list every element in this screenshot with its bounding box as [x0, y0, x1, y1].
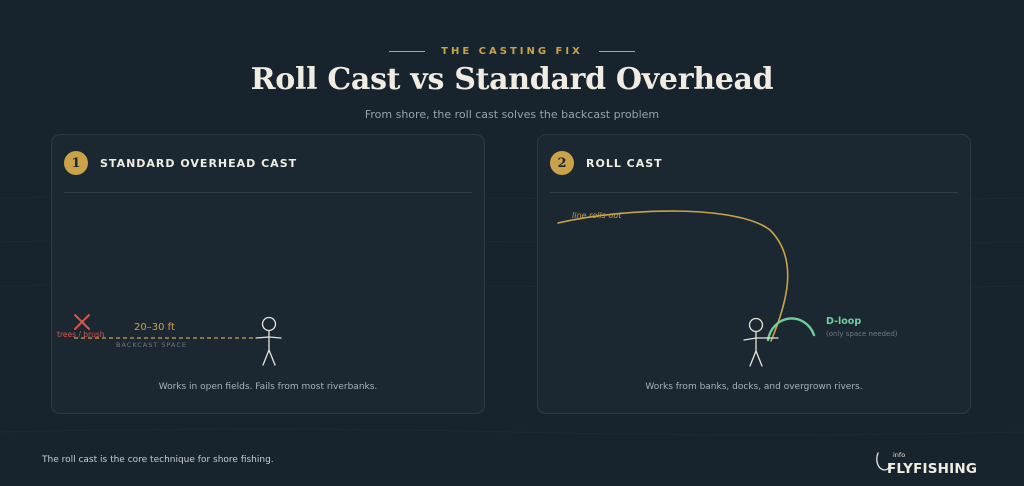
panel-heading: STANDARD OVERHEAD CAST — [100, 156, 298, 170]
panel-caption: Works from banks, docks, and overgrown r… — [645, 382, 863, 392]
logo-main-text: FLYFISHING — [887, 461, 977, 477]
d-loop-label: D-loop — [826, 316, 861, 327]
footnote: The roll cast is the core technique for … — [42, 455, 274, 465]
distance-label: 20–30 ft — [134, 322, 175, 333]
eyebrow: THE CASTING FIX — [0, 46, 1024, 57]
panel-header: 1 STANDARD OVERHEAD CAST — [64, 148, 472, 193]
panel-header: 2 ROLL CAST — [550, 148, 958, 193]
eyebrow-rule-left — [389, 51, 426, 52]
stick-figure-icon — [255, 316, 282, 366]
d-loop-note: (only space needed) — [826, 330, 898, 338]
brand-logo: info FLYFISHING — [876, 451, 977, 477]
overhead-diagram: trees / brush 20–30 ft BACKCAST SPACE — [57, 314, 282, 366]
rolling-line — [557, 210, 789, 342]
logo-small-text: info — [893, 451, 905, 459]
roll-cast-diagram: line rolls out D-loop (only space needed… — [557, 210, 898, 367]
x-mark-icon — [74, 314, 90, 330]
page-title: Roll Cast vs Standard Overhead — [250, 62, 774, 97]
eyebrow-text: THE CASTING FIX — [441, 46, 583, 57]
stick-figure-icon — [743, 317, 779, 367]
panel-heading: ROLL CAST — [586, 156, 663, 170]
fish-hook-icon — [876, 452, 892, 471]
line-label: line rolls out — [572, 211, 622, 220]
page-subtitle: From shore, the roll cast solves the bac… — [364, 108, 660, 121]
eyebrow-rule-right — [598, 51, 635, 52]
panel-roll-cast: line rolls out D-loop (only space needed… — [537, 134, 971, 414]
obstacle-label: trees / brush — [57, 330, 105, 339]
panel-caption: Works in open fields. Fails from most ri… — [158, 382, 378, 392]
backcast-space-label: BACKCAST SPACE — [116, 341, 187, 349]
step-badge: 2 — [550, 151, 574, 175]
step-badge: 1 — [64, 151, 88, 175]
d-loop-arc — [766, 317, 816, 342]
panel-standard-overhead: trees / brush 20–30 ft BACKCAST SPACE 1 … — [51, 134, 485, 414]
